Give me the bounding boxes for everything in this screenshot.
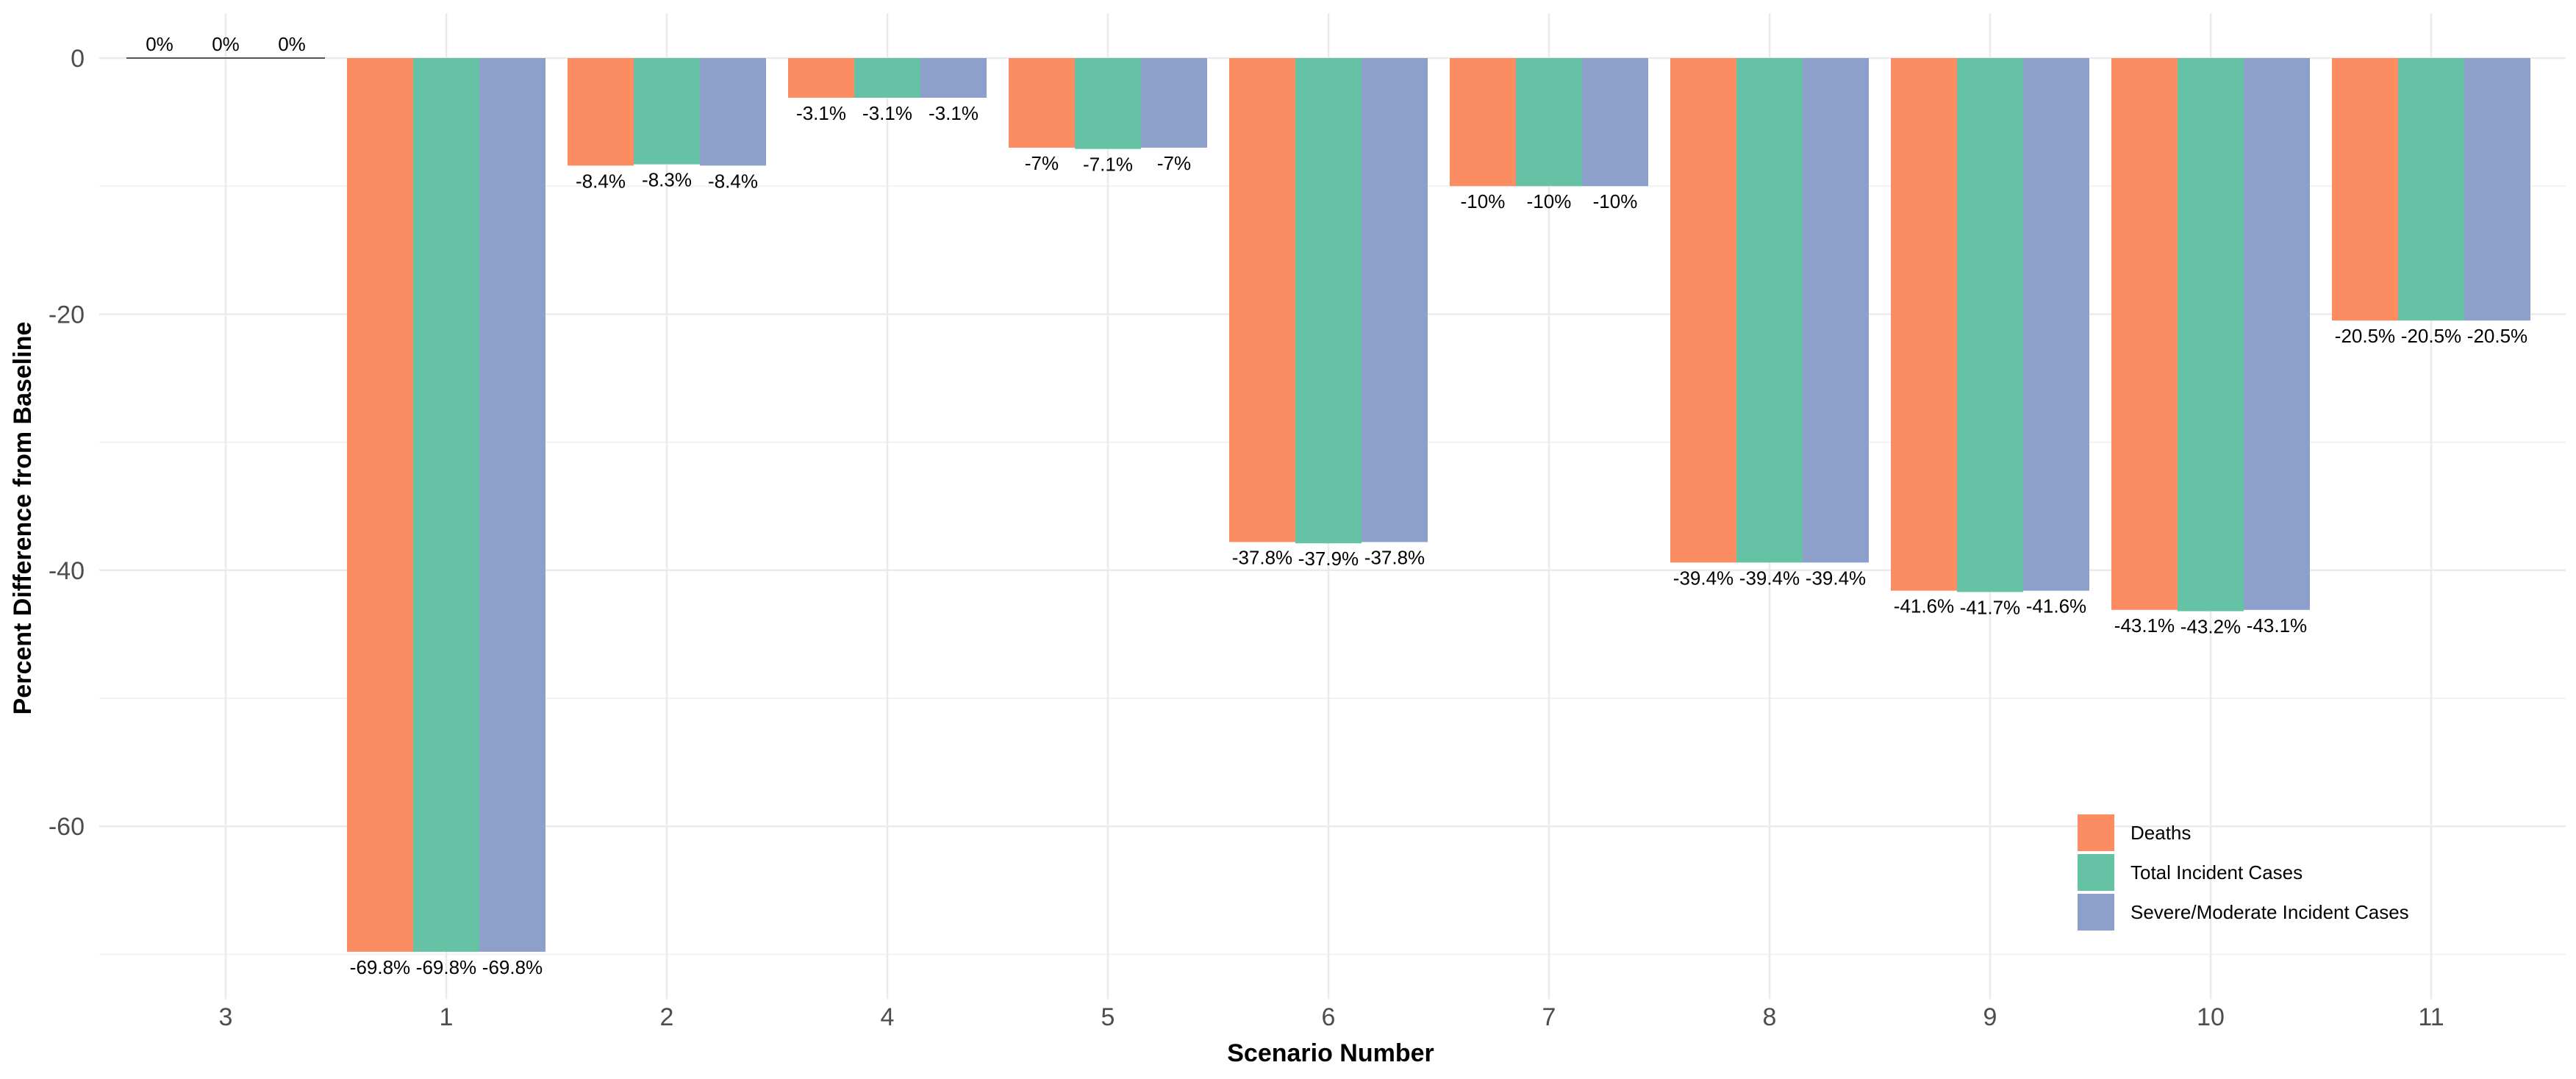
bar	[1295, 58, 1362, 544]
bar	[2398, 58, 2464, 321]
legend-key	[2078, 814, 2114, 851]
data-label: -3.1%	[929, 102, 978, 124]
data-label: -20.5%	[2467, 325, 2527, 347]
bar	[854, 58, 920, 98]
x-tick-label: 9	[1983, 1003, 1997, 1031]
data-label: -8.4%	[708, 170, 758, 192]
data-label: -39.4%	[1806, 567, 1866, 589]
data-label: -7.1%	[1083, 154, 1133, 176]
x-tick-label: 8	[1763, 1003, 1777, 1031]
x-tick-label: 5	[1101, 1003, 1115, 1031]
x-tick-label: 2	[660, 1003, 674, 1031]
bar	[1582, 58, 1648, 187]
data-label: -39.4%	[1673, 567, 1734, 589]
bar	[1516, 58, 1582, 187]
bar	[1736, 58, 1803, 563]
data-label: -69.8%	[350, 956, 410, 978]
data-label: -37.8%	[1364, 546, 1425, 568]
x-tick-label: 3	[219, 1003, 233, 1031]
y-tick-label: -40	[49, 557, 85, 585]
data-label: 0%	[278, 33, 306, 55]
bar	[2111, 58, 2178, 610]
bar	[1891, 58, 1957, 591]
legend-label: Severe/Moderate Incident Cases	[2130, 901, 2409, 923]
x-tick-label: 10	[2197, 1003, 2225, 1031]
bar	[413, 58, 479, 952]
bars	[126, 57, 2530, 952]
x-axis-title: Scenario Number	[1227, 1039, 1434, 1067]
data-label: -39.4%	[1739, 567, 1800, 589]
data-label: -7%	[1025, 152, 1059, 174]
bar	[634, 58, 700, 165]
bar	[1450, 58, 1516, 187]
data-label: -10%	[1593, 190, 1638, 212]
bar	[1803, 58, 1869, 563]
data-label: -41.6%	[2026, 595, 2086, 617]
data-labels: 0% -69.8% -8.4% -3.1% -7% -37.8% -10% -39.4% -41…	[146, 33, 2527, 978]
x-tick-label: 11	[2418, 1003, 2444, 1031]
bar	[2464, 58, 2530, 321]
x-tick-label: 1	[440, 1003, 454, 1031]
legend-label: Total Incident Cases	[2130, 861, 2303, 883]
data-label: -43.1%	[2114, 614, 2175, 637]
data-label: -37.9%	[1298, 548, 1359, 570]
data-label: -37.8%	[1232, 546, 1292, 568]
data-label: -3.1%	[862, 102, 912, 124]
data-label: -43.2%	[2180, 616, 2241, 638]
bar	[700, 58, 766, 166]
data-label: -3.1%	[796, 102, 846, 124]
bar	[568, 58, 634, 166]
bar	[2332, 58, 2398, 321]
bar	[788, 58, 854, 98]
legend-key	[2078, 894, 2114, 931]
bar	[1957, 58, 2023, 592]
bar	[479, 58, 545, 952]
data-label: -41.7%	[1960, 596, 2020, 618]
x-tick-label: 4	[881, 1003, 895, 1031]
data-label: -20.5%	[2335, 325, 2395, 347]
bar	[2244, 58, 2310, 610]
bar	[920, 58, 987, 98]
bar	[1670, 58, 1736, 563]
bar	[1141, 58, 1207, 148]
y-tick-label: -60	[49, 813, 85, 841]
data-label: -8.3%	[642, 169, 692, 191]
data-label: -10%	[1527, 190, 1572, 212]
data-label: -10%	[1461, 190, 1506, 212]
legend: Deaths Total Incident Cases Severe/Moderat…	[2078, 814, 2409, 931]
y-tick-label: 0	[71, 45, 85, 73]
bar	[347, 58, 413, 952]
data-label: -8.4%	[576, 170, 626, 192]
bar	[1009, 58, 1075, 148]
y-tick-label: -20	[49, 301, 85, 329]
axes: 0 -20 -40 -60 3 1 2 4 5 6 7 8 9 10 11	[49, 45, 2444, 1031]
bar	[1075, 58, 1141, 149]
legend-key	[2078, 854, 2114, 891]
data-label: -43.1%	[2247, 614, 2307, 637]
bar	[1362, 58, 1428, 542]
bar	[2178, 58, 2244, 612]
data-label: 0%	[146, 33, 173, 55]
x-tick-label: 6	[1322, 1003, 1336, 1031]
data-label: -41.6%	[1894, 595, 1954, 617]
data-label: 0%	[212, 33, 240, 55]
bar	[1229, 58, 1295, 542]
data-label: -7%	[1157, 152, 1191, 174]
data-label: -69.8%	[482, 956, 543, 978]
x-tick-label: 7	[1542, 1003, 1556, 1031]
data-label: -20.5%	[2401, 325, 2461, 347]
data-label: -69.8%	[416, 956, 476, 978]
y-axis-title: Percent Difference from Baseline	[9, 322, 37, 715]
legend-label: Deaths	[2130, 822, 2191, 844]
bar	[2023, 58, 2089, 591]
